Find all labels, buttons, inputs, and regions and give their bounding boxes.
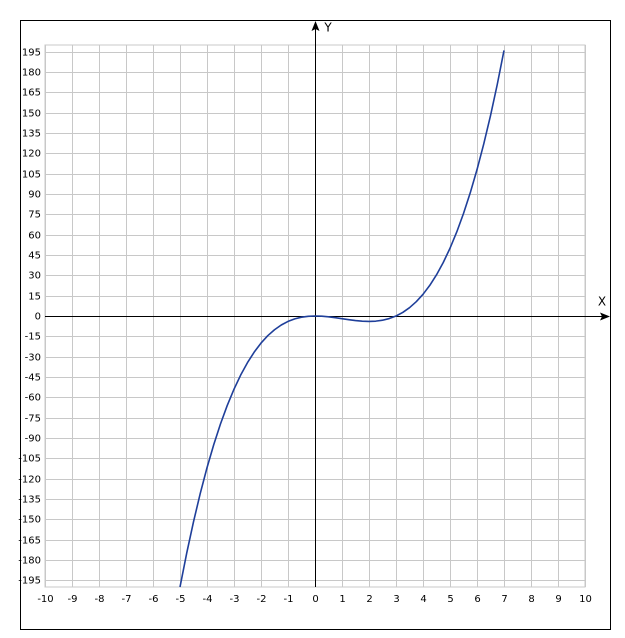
x-tick-label: 1 <box>339 594 345 605</box>
x-tick-label: -10 <box>37 594 53 605</box>
x-tick-label: 2 <box>366 594 372 605</box>
x-tick-label: 3 <box>393 594 399 605</box>
y-tick-label: 30 <box>28 271 41 282</box>
y-tick-label: -195 <box>18 576 41 587</box>
plot <box>179 50 505 588</box>
x-tick-label: -1 <box>284 594 294 605</box>
y-tick-label: -15 <box>25 332 41 343</box>
y-tick-label: 150 <box>22 109 41 120</box>
y-tick-label: -135 <box>18 495 41 506</box>
y-tick-label: -150 <box>18 515 41 526</box>
x-tick-label: -6 <box>149 594 159 605</box>
x-tick-label: 4 <box>420 594 426 605</box>
y-tick-label: -105 <box>18 454 41 465</box>
x-tick-label: -2 <box>257 594 267 605</box>
y-tick-label: 0 <box>35 312 41 323</box>
x-axis-arrow <box>600 312 610 321</box>
y-tick-label: 45 <box>28 251 41 262</box>
frame <box>20 20 611 630</box>
y-tick-label: -90 <box>25 434 41 445</box>
y-tick-label: 120 <box>22 149 41 160</box>
x-tick-label: 10 <box>579 594 592 605</box>
x-tick-label: -3 <box>230 594 240 605</box>
y-tick-label: 60 <box>28 231 41 242</box>
x-tick-label: 0 <box>312 594 318 605</box>
y-tick-label: -45 <box>25 373 41 384</box>
y-tick-label: -60 <box>25 393 41 404</box>
y-tick-label: -75 <box>25 414 41 425</box>
x-tick-label: -5 <box>176 594 186 605</box>
y-tick-label: 15 <box>28 292 41 303</box>
y-tick-label: -165 <box>18 536 41 547</box>
x-axis-label: X <box>598 295 606 309</box>
y-tick-label: -30 <box>25 353 41 364</box>
y-tick-label: 165 <box>22 88 41 99</box>
x-tick-label: -9 <box>68 594 78 605</box>
x-tick-label: -8 <box>95 594 105 605</box>
curve <box>179 50 505 588</box>
y-tick-label: 90 <box>28 190 41 201</box>
x-tick-label: 6 <box>474 594 480 605</box>
y-tick-label: 180 <box>22 68 41 79</box>
y-tick-label: 195 <box>22 48 41 59</box>
y-tick-label: 75 <box>28 210 41 221</box>
x-tick-label: -4 <box>203 594 213 605</box>
y-tick-label: -120 <box>18 475 41 486</box>
x-tick-label: 8 <box>528 594 534 605</box>
y-tick-label: -180 <box>18 556 41 567</box>
axes: -10 -9 -8 -7 -6 -5 -4 -3 -2 -1 0 1 2 3 4 5 6 7 8 9 10-195-18… <box>18 21 610 605</box>
y-tick-label: 135 <box>22 129 41 140</box>
x-tick-label: 5 <box>447 594 453 605</box>
x-tick-label: -7 <box>122 594 132 605</box>
x-tick-label: 7 <box>501 594 507 605</box>
y-axis-label: Y <box>323 21 332 35</box>
y-tick-label: 105 <box>22 170 41 181</box>
y-axis-arrow <box>311 21 320 31</box>
x-tick-label: 9 <box>555 594 561 605</box>
